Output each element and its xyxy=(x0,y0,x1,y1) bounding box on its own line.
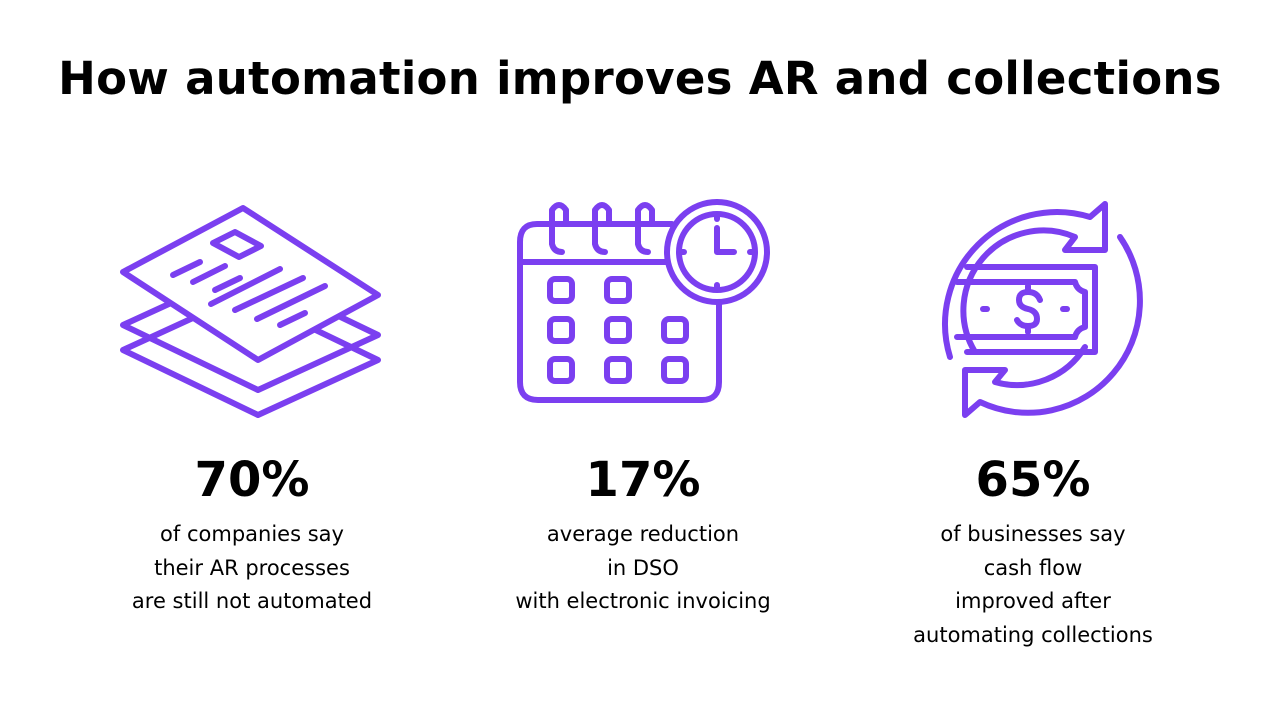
description-line: automating collections xyxy=(913,622,1153,647)
cash-cycle-icon xyxy=(942,201,1143,418)
stat-description: of businesses say cash flow improved aft… xyxy=(833,518,1233,652)
stat-value: 65% xyxy=(975,452,1091,508)
description-line: are still not automated xyxy=(131,589,373,613)
stat-description: average reduction in DSO with electronic… xyxy=(443,518,843,619)
description-line: with electronic invoicing xyxy=(515,589,771,613)
page-title: How automation improves AR and collectio… xyxy=(58,52,1222,105)
documents-icon xyxy=(120,205,381,418)
stat-value: 70% xyxy=(194,452,310,508)
stat-value: 17% xyxy=(585,452,701,508)
description-line: improved after xyxy=(955,589,1111,613)
description-line: average reduction xyxy=(546,522,740,546)
description-line: cash flow xyxy=(983,555,1083,580)
description-line: of businesses say xyxy=(940,522,1126,546)
description-line: in DSO xyxy=(607,555,679,580)
description-line: of companies say xyxy=(160,522,344,546)
description-line: their AR processes xyxy=(154,555,350,580)
stat-description: of companies say their AR processes are … xyxy=(52,518,452,619)
calendar-clock-icon xyxy=(517,199,770,403)
